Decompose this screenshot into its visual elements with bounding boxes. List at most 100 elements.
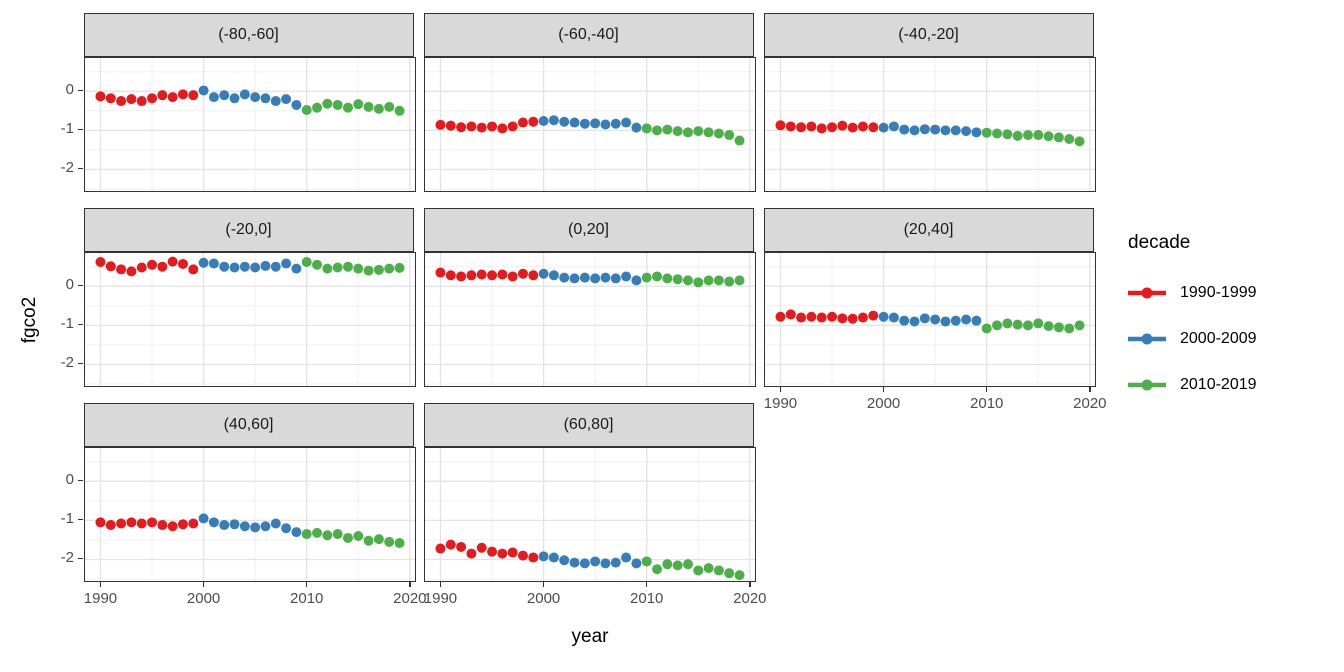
- data-point: [167, 521, 178, 532]
- data-point: [517, 550, 528, 561]
- data-point: [672, 560, 683, 571]
- data-point: [383, 101, 394, 112]
- data-point: [826, 311, 837, 322]
- data-point: [878, 122, 889, 133]
- data-point: [321, 98, 332, 109]
- data-point: [496, 123, 507, 134]
- facet-panel: [763, 57, 1096, 192]
- y-tick-label: 0: [65, 471, 74, 489]
- data-point: [620, 271, 631, 282]
- data-point: [599, 272, 610, 283]
- data-point: [692, 277, 703, 288]
- data-point: [198, 513, 209, 524]
- data-point: [785, 309, 796, 320]
- data-point: [496, 269, 507, 280]
- data-point: [496, 548, 507, 559]
- data-point: [311, 527, 322, 538]
- data-point: [1043, 321, 1054, 332]
- data-point: [682, 275, 693, 286]
- data-point: [352, 263, 363, 274]
- data-point: [187, 264, 198, 275]
- data-point: [249, 262, 260, 273]
- data-point: [208, 92, 219, 103]
- data-point: [218, 520, 229, 531]
- data-point: [363, 101, 374, 112]
- data-point: [548, 115, 559, 126]
- data-point: [270, 261, 281, 272]
- data-point: [867, 310, 878, 321]
- data-point: [579, 558, 590, 569]
- data-point: [919, 313, 930, 324]
- legend-title: decade: [1128, 232, 1191, 253]
- x-tick-label: 2000: [526, 590, 561, 607]
- data-point: [332, 529, 343, 540]
- data-point: [847, 122, 858, 133]
- data-point: [465, 121, 476, 132]
- y-axis-tick: [78, 167, 83, 170]
- data-point: [826, 122, 837, 133]
- data-point: [661, 559, 672, 570]
- data-point: [692, 565, 703, 576]
- data-point: [177, 519, 188, 530]
- data-point: [610, 557, 621, 568]
- data-point: [981, 127, 992, 138]
- data-point: [280, 258, 291, 269]
- data-point: [1001, 318, 1012, 329]
- facet-label: (20,40]: [903, 221, 954, 238]
- data-point: [187, 518, 198, 529]
- data-point: [1032, 318, 1043, 329]
- legend-key-icon: [1128, 333, 1166, 345]
- data-point: [301, 105, 312, 116]
- data-point: [774, 120, 785, 131]
- data-point: [878, 311, 889, 322]
- data-point: [115, 518, 126, 529]
- data-point: [909, 125, 920, 136]
- data-point: [270, 96, 281, 107]
- data-point: [641, 556, 652, 567]
- data-point: [476, 269, 487, 280]
- data-point: [507, 121, 518, 132]
- y-tick-label: -2: [60, 159, 74, 177]
- y-axis-tick: [78, 479, 83, 481]
- facet-strip: (-40,-20]: [763, 13, 1094, 57]
- x-tick-label: 2020: [733, 590, 767, 607]
- data-point: [785, 121, 796, 132]
- data-point: [641, 272, 652, 283]
- data-point: [713, 565, 724, 576]
- data-point: [589, 118, 600, 129]
- facet-label: (-60,-40]: [558, 26, 619, 43]
- data-point: [342, 261, 353, 272]
- facet-panel: [83, 252, 416, 387]
- x-tick-label: 1990: [83, 590, 118, 607]
- data-point: [105, 261, 116, 272]
- data-point: [723, 276, 734, 287]
- y-axis-tick: [78, 557, 83, 560]
- data-point: [734, 570, 745, 581]
- data-point: [898, 124, 909, 135]
- data-point: [548, 270, 559, 281]
- data-point: [630, 275, 641, 286]
- facet-strip: (-20,0]: [83, 208, 414, 252]
- x-axis-tick: [99, 582, 102, 587]
- data-point: [651, 564, 662, 575]
- data-point: [311, 259, 322, 270]
- data-point: [187, 90, 198, 101]
- data-point: [259, 260, 270, 271]
- data-point: [198, 85, 209, 96]
- data-point: [517, 117, 528, 128]
- data-point: [672, 126, 683, 137]
- data-point: [620, 117, 631, 128]
- x-axis-tick: [542, 582, 545, 587]
- data-point: [692, 126, 703, 137]
- data-point: [105, 520, 116, 531]
- facet-panel: [423, 57, 756, 192]
- data-point: [301, 256, 312, 267]
- facet-label: (-40,-20]: [898, 26, 959, 43]
- data-point: [239, 89, 250, 100]
- data-point: [1053, 132, 1064, 143]
- data-point: [229, 262, 240, 273]
- data-point: [394, 262, 405, 273]
- data-point: [610, 118, 621, 129]
- data-point: [795, 122, 806, 133]
- data-point: [805, 121, 816, 132]
